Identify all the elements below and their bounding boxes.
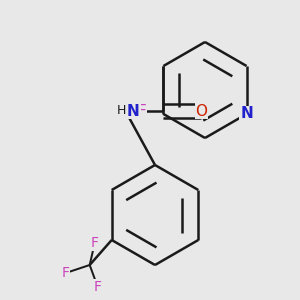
Text: F: F [94, 280, 102, 294]
Text: F: F [137, 104, 146, 119]
Text: N: N [240, 106, 253, 122]
Text: F: F [91, 236, 99, 250]
Text: O: O [195, 103, 207, 118]
Text: N: N [127, 103, 140, 118]
Text: F: F [62, 266, 70, 280]
Text: H: H [117, 104, 126, 118]
